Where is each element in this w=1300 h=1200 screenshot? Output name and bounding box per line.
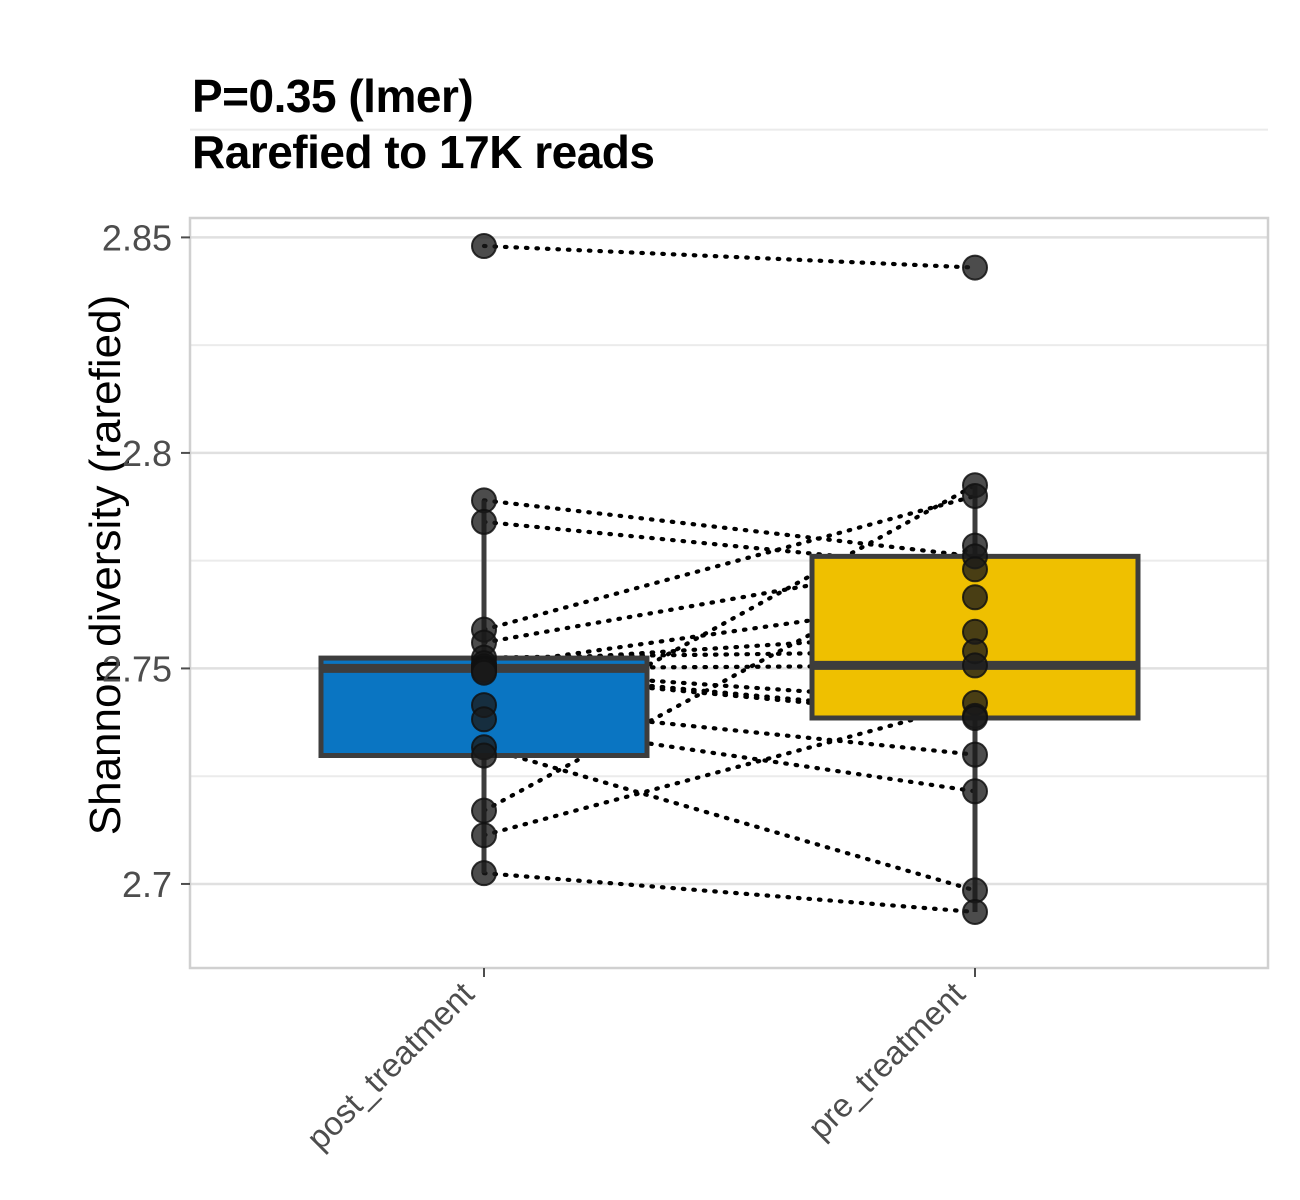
data-point[interactable] (471, 659, 497, 686)
data-point[interactable] (962, 483, 988, 510)
data-point[interactable] (471, 742, 497, 769)
chart-title: P=0.35 (lmer) Rarefied to 17K reads (192, 68, 655, 180)
data-point[interactable] (962, 741, 988, 768)
data-point[interactable] (471, 822, 497, 849)
data-point[interactable] (962, 556, 988, 583)
data-point[interactable] (962, 778, 988, 805)
paired-connector-line (481, 493, 978, 632)
data-point[interactable] (471, 233, 497, 260)
data-point[interactable] (471, 487, 497, 514)
paired-connector-line (481, 498, 978, 559)
chart-title-line2: Rarefied to 17K reads (192, 126, 655, 179)
paired-connector-line (481, 595, 978, 669)
data-point[interactable] (962, 705, 988, 731)
paired-connector-line (481, 243, 978, 270)
paired-connector-line (481, 554, 978, 645)
paired-connector-line (481, 871, 978, 915)
chart-title-line1: P=0.35 (lmer) (192, 70, 474, 122)
data-point[interactable] (962, 584, 988, 611)
paired-connector-line (481, 700, 978, 838)
data-point[interactable] (471, 706, 497, 733)
data-point[interactable] (962, 254, 988, 281)
y-tick-label: 2.7 (122, 864, 172, 905)
data-point[interactable] (471, 508, 497, 535)
x-tick-label-pre-treatment: pre_treatment (801, 975, 972, 1146)
y-tick-label: 2.8 (122, 433, 172, 474)
data-point[interactable] (962, 898, 988, 925)
panel-border (188, 216, 1270, 970)
data-point[interactable] (471, 860, 497, 887)
x-tick-label-post-treatment: post_treatment (299, 975, 481, 1157)
data-point[interactable] (471, 797, 497, 824)
paired-connector-line (481, 745, 978, 893)
data-point[interactable] (962, 652, 988, 679)
data-point[interactable] (962, 877, 988, 904)
y-tick-label: 2.75 (102, 648, 172, 689)
y-tick-label: 2.85 (102, 217, 172, 258)
